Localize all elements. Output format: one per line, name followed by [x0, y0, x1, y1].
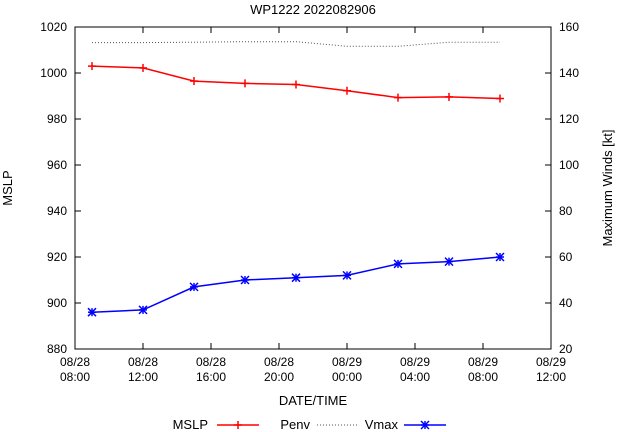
y-tick-label: 1000: [40, 66, 67, 80]
x-tick-label-time: 04:00: [400, 370, 430, 384]
x-tick-label-time: 08:00: [60, 370, 90, 384]
y2-axis-title: Maximum Winds [kt]: [600, 129, 615, 246]
right-axis: 20 40 60 80 100 120 140 160: [559, 20, 579, 356]
data-point: [496, 94, 504, 103]
data-point: [343, 86, 351, 95]
x-axis-title: DATE/TIME: [279, 393, 348, 408]
x-tick-label-date: 08/28: [196, 355, 226, 369]
x-tick-label-date: 08/29: [536, 355, 566, 369]
data-point: [495, 252, 505, 262]
data-point: [342, 270, 352, 280]
series-line-series-1: [92, 41, 500, 47]
y2-tick-label: 20: [559, 342, 573, 356]
y2-tick-label: 80: [559, 204, 573, 218]
data-point: [291, 273, 301, 283]
data-point: [138, 305, 148, 315]
y-axis-title: MSLP: [0, 170, 15, 205]
data-point: [241, 79, 249, 88]
x-tick-label-time: 08:00: [468, 370, 498, 384]
legend-label: Penv: [280, 417, 310, 432]
chart-title: WP1222 2022082906: [250, 2, 376, 17]
x-tick-label-time: 12:00: [536, 370, 566, 384]
left-axis: 880 900 920 940 960 980 1000 1020: [40, 20, 551, 356]
x-tick-label-time: 16:00: [196, 370, 226, 384]
y-tick-label: 880: [47, 342, 67, 356]
series-layer: [87, 41, 505, 317]
x-tick-label-time: 12:00: [128, 370, 158, 384]
data-point: [139, 63, 147, 72]
x-tick-label-date: 08/29: [332, 355, 362, 369]
data-point: [445, 92, 453, 101]
legend-marker: [234, 421, 242, 429]
series-line-vmax: [91, 256, 501, 313]
legend: MSLP Penv Vmax: [173, 417, 446, 432]
x-tick-label-date: 08/28: [128, 355, 158, 369]
legend-label: Vmax: [365, 417, 399, 432]
legend-label: MSLP: [173, 417, 208, 432]
x-tick-label-time: 20:00: [264, 370, 294, 384]
data-point: [393, 259, 403, 269]
y2-tick-label: 100: [559, 158, 579, 172]
x-tick-label-time: 00:00: [332, 370, 362, 384]
x-tick-label-date: 08/28: [60, 355, 90, 369]
y-tick-label: 960: [47, 158, 67, 172]
y2-tick-label: 160: [559, 20, 579, 34]
y2-tick-label: 40: [559, 296, 573, 310]
data-point: [189, 282, 199, 292]
x-tick-label-date: 08/29: [400, 355, 430, 369]
data-point: [88, 62, 96, 71]
data-point: [190, 77, 198, 86]
plot-area: [74, 26, 552, 350]
y-tick-label: 900: [47, 296, 67, 310]
legend-marker: [420, 420, 430, 430]
x-axis: 08/2808:0008/2812:0008/2816:0008/2820:00…: [60, 27, 566, 384]
data-point: [240, 275, 250, 285]
data-point: [292, 80, 300, 89]
data-point: [394, 93, 402, 102]
y-tick-label: 1020: [40, 20, 67, 34]
plot-frame: [74, 26, 552, 350]
data-point: [444, 257, 454, 267]
y2-tick-label: 120: [559, 112, 579, 126]
y2-tick-label: 60: [559, 250, 573, 264]
y-tick-label: 980: [47, 112, 67, 126]
x-tick-label-date: 08/28: [264, 355, 294, 369]
y2-tick-label: 140: [559, 66, 579, 80]
y-tick-label: 940: [47, 204, 67, 218]
data-point: [87, 307, 97, 317]
x-tick-label-date: 08/29: [468, 355, 498, 369]
y-tick-label: 920: [47, 250, 67, 264]
